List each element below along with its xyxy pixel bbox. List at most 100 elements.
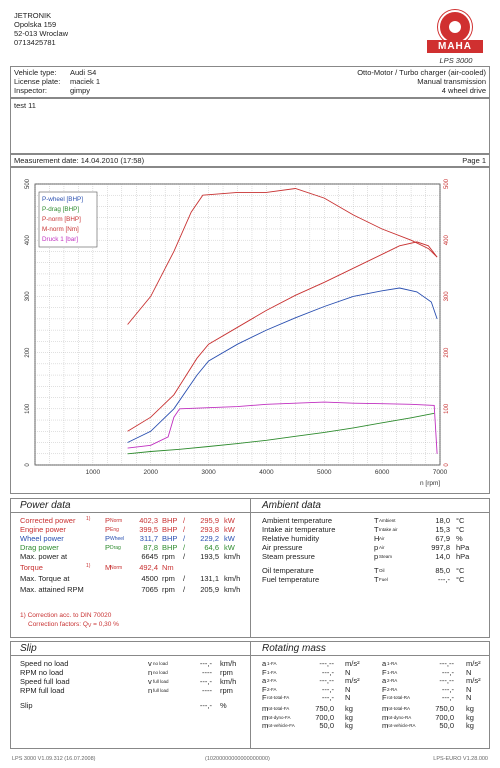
rotating-mass-symbol: m: [382, 704, 389, 713]
rotating-mass-symbol: m: [262, 721, 269, 731]
slip-row-label: Slip: [20, 701, 33, 710]
power-row-separator: /: [183, 543, 186, 552]
rotating-mass-symbol: a: [262, 676, 267, 686]
rotating-mass-value: ---,-: [441, 667, 454, 677]
power-row-symbol: P: [105, 525, 111, 534]
ambient-row-value: 67,9: [435, 534, 450, 543]
correction-label: Correction factors: Q: [28, 621, 88, 628]
chart-frame: [10, 167, 490, 494]
power-row-subscript: Norm: [110, 518, 123, 524]
engine-type: Otto-Motor / Turbo charger (air-cooled): [357, 68, 486, 77]
x-tick: 7000: [433, 469, 448, 476]
x-tick: 2000: [143, 469, 158, 476]
y-tick-right: 100: [444, 403, 450, 414]
power-row-note: 1): [86, 516, 91, 522]
power-row-value2: 229,2: [200, 534, 219, 543]
rotating-mass-symbol: a: [382, 676, 387, 686]
power-row-unit2: km/h: [224, 585, 241, 594]
y-tick-left: 100: [25, 403, 31, 414]
rotating-mass-value: ---,-: [441, 684, 454, 694]
rotating-mass-subscript: 1-RA: [387, 661, 398, 666]
company-name: JETRONIK: [14, 11, 52, 20]
power-row-unit1: rpm: [162, 552, 175, 561]
slip-row-value: ---,-: [199, 677, 212, 686]
ambient-row-value: 85,0: [435, 566, 450, 575]
series-line: [127, 401, 438, 454]
rotating-mass-subscript: rot-dyno-FA: [267, 714, 291, 720]
slip-row-unit: km/h: [220, 677, 237, 686]
series-line: [127, 241, 438, 432]
rotating-mass-subscript: rot-vehicle-RA: [387, 723, 416, 729]
ambient-row-label: Fuel temperature: [262, 575, 320, 584]
power-row-unit1: BHP: [162, 525, 178, 534]
footer-left: LPS 3000 V1.09.312 (16.07.2008): [12, 756, 96, 762]
slip-row-value: ---,-: [199, 701, 212, 710]
rotating-mass-unit: N: [345, 693, 351, 703]
rotating-mass-symbol: m: [262, 704, 269, 713]
ambient-row-label: Steam pressure: [262, 552, 315, 561]
power-row-value2: 64,6: [204, 543, 219, 552]
rotating-mass-symbol: m: [262, 712, 269, 722]
ambient-row-symbol: T: [374, 566, 379, 575]
ambient-row-symbol: T: [374, 575, 379, 584]
correction-note: 1) Correction acc. to DIN 70020: [20, 612, 112, 619]
rotating-mass-subscript: rot-total-FA: [267, 706, 290, 711]
page-number: Page 1: [462, 156, 486, 165]
slip-row-value: ----: [202, 668, 212, 677]
power-row-label: Corrected power: [20, 516, 76, 525]
slip-row-unit: %: [220, 701, 227, 710]
power-row-symbol: P: [105, 543, 111, 552]
rotating-mass-symbol: F: [262, 684, 267, 694]
ambient-row-unit: °C: [456, 566, 465, 575]
power-row-unit2: km/h: [224, 574, 241, 583]
rotating-mass-subscript: 2-RA: [387, 678, 398, 684]
rotating-mass-symbol: a: [382, 659, 387, 668]
product-name: LPS 3000: [439, 56, 473, 65]
power-row-label: Max. attained RPM: [20, 585, 84, 594]
rotating-mass-subscript: 1-RA: [387, 669, 398, 675]
slip-row-subscript: no load: [153, 661, 168, 666]
power-row-separator: /: [183, 516, 186, 525]
rotating-mass-unit: m/s²: [345, 676, 360, 686]
power-row-unit1: rpm: [162, 574, 175, 583]
rotating-mass-symbol: F: [382, 693, 387, 703]
rotating-mass-value: 50,0: [319, 721, 334, 731]
ambient-row-symbol: T: [374, 525, 379, 534]
power-row-unit1: Nm: [162, 563, 174, 572]
power-row-symbol: P: [105, 534, 111, 543]
power-row-value2: 131,1: [200, 574, 219, 583]
rotating-mass-symbol: F: [382, 667, 387, 677]
transmission: Manual transmission: [417, 77, 486, 86]
power-row-separator: /: [183, 525, 186, 534]
rotating-mass-value: ---,--: [319, 676, 334, 686]
rotating-mass-value: 750,0: [315, 704, 334, 713]
power-row-symbol: M: [105, 563, 112, 572]
power-row-unit2: kW: [224, 543, 235, 552]
rotating-mass-value: ---,--: [439, 659, 454, 668]
ambient-row-label: Relative humidity: [262, 534, 320, 543]
y-tick-left: 0: [25, 463, 31, 467]
ambient-data-title: Ambient data: [262, 500, 321, 511]
power-row-unit2: km/h: [224, 552, 241, 561]
power-row-unit1: BHP: [162, 543, 178, 552]
rotating-mass-value: 750,0: [435, 704, 454, 713]
rotating-mass-unit: kg: [345, 721, 353, 731]
power-row-label: Engine power: [20, 525, 66, 534]
ambient-row-label: Oil temperature: [262, 566, 314, 575]
rotating-mass-value: ---,--: [319, 659, 334, 668]
rotating-mass-symbol: F: [382, 684, 387, 694]
ambient-row-unit: °C: [456, 575, 465, 584]
power-row-value2: 193,5: [200, 552, 219, 561]
rotating-mass-subscript: rot-total-FA: [267, 695, 290, 701]
rotating-mass-value: 700,0: [315, 712, 334, 722]
ambient-row-label: Ambient temperature: [262, 516, 333, 525]
legend-box: [38, 191, 98, 248]
y-tick-right: 200: [444, 347, 450, 358]
power-row-value1: 7065: [141, 585, 158, 594]
ambient-row-subscript: Ambient: [379, 518, 396, 523]
rotating-mass-symbol: F: [262, 667, 267, 677]
ambient-row-value: 15,3: [435, 525, 450, 534]
rotating-mass-title: Rotating mass: [262, 643, 326, 654]
ambient-row-value: 18,0: [435, 516, 450, 525]
